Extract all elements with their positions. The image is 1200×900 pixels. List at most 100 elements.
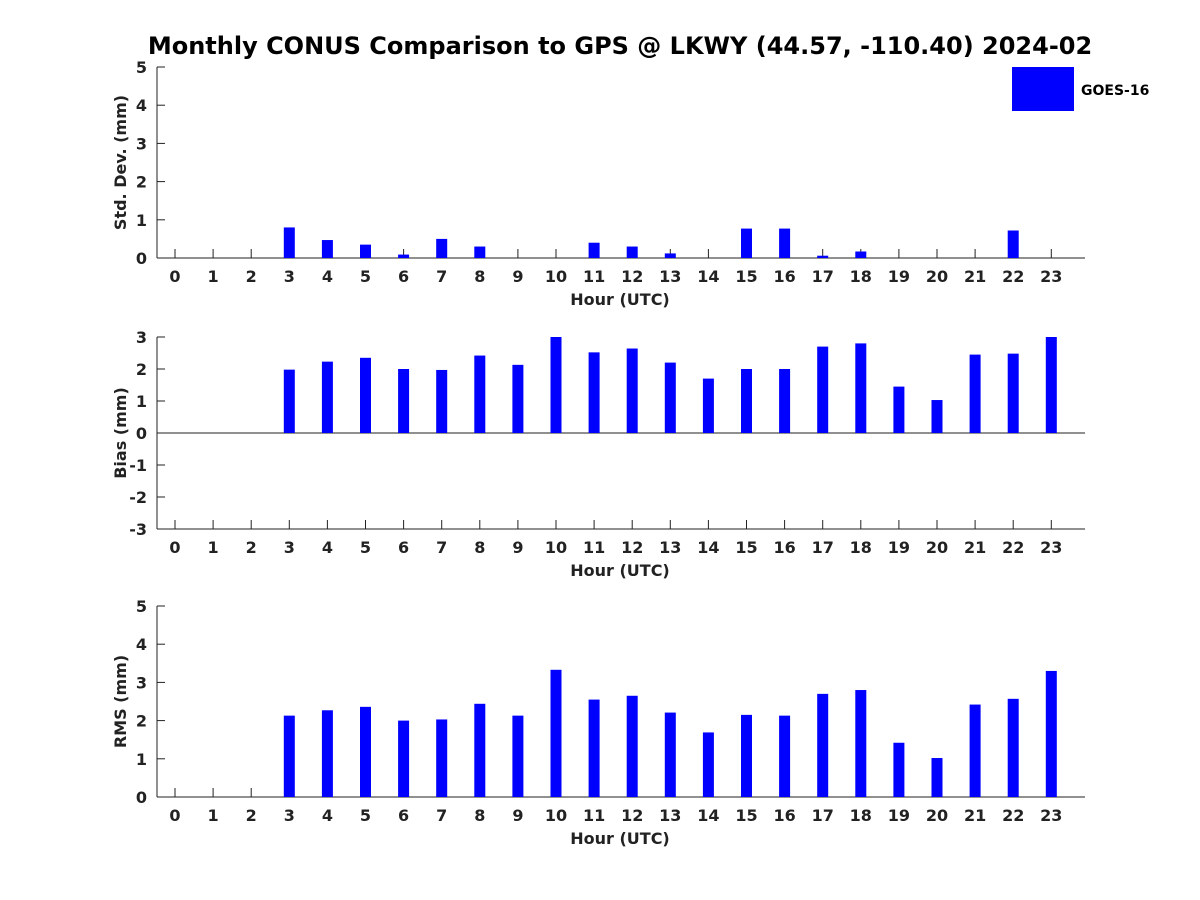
bias-x-axis-label: Hour (UTC) — [570, 561, 670, 580]
std-bar — [664, 253, 676, 258]
rms-bar — [1045, 670, 1057, 797]
std-y-tick-label: 0 — [136, 249, 147, 268]
std-bar — [436, 238, 448, 258]
std-x-tick-label: 22 — [1002, 267, 1024, 286]
bias-bar — [664, 362, 676, 433]
bias-x-tick-label: 18 — [850, 538, 872, 557]
std-x-tick-label: 8 — [474, 267, 485, 286]
bias-bar — [893, 386, 905, 433]
std-x-tick-label: 0 — [169, 267, 180, 286]
bias-bar — [702, 378, 714, 433]
bias-x-tick-label: 22 — [1002, 538, 1024, 557]
bias-bar — [512, 364, 524, 433]
std-x-tick-label: 23 — [1040, 267, 1062, 286]
chart-title: Monthly CONUS Comparison to GPS @ LKWY (… — [148, 32, 1092, 60]
rms-y-tick-label: 2 — [136, 712, 147, 731]
std-x-tick-label: 18 — [850, 267, 872, 286]
rms-bar — [283, 715, 295, 797]
bias-bar — [626, 348, 638, 433]
rms-bar — [817, 693, 829, 797]
rms-bar — [360, 706, 371, 797]
std-x-axis-label: Hour (UTC) — [570, 290, 670, 309]
std-x-tick-label: 10 — [545, 267, 567, 286]
rms-bar — [969, 704, 981, 797]
std-y-axis-label: Std. Dev. (mm) — [111, 95, 130, 230]
bias-bar — [741, 369, 752, 433]
rms-bar — [398, 720, 410, 797]
bias-bar — [283, 369, 295, 433]
rms-bar — [664, 712, 676, 797]
std-x-tick-label: 11 — [583, 267, 605, 286]
std-bar — [588, 242, 600, 258]
std-bar — [779, 228, 791, 258]
rms-bar — [436, 719, 448, 797]
rms-bar — [474, 703, 486, 797]
std-x-tick-label: 21 — [964, 267, 986, 286]
bias-x-tick-label: 9 — [512, 538, 523, 557]
bias-x-tick-label: 16 — [773, 538, 795, 557]
std-y-tick-label: 4 — [136, 96, 147, 115]
bias-y-axis-label: Bias (mm) — [111, 387, 130, 479]
std-y-tick-label: 3 — [136, 134, 147, 153]
bias-y-tick-label: -2 — [129, 488, 147, 507]
rms-bar — [741, 714, 752, 797]
std-x-tick-label: 14 — [697, 267, 719, 286]
bias-x-tick-label: 17 — [812, 538, 834, 557]
rms-bar — [626, 695, 638, 797]
std-bar — [741, 228, 752, 258]
bias-x-tick-label: 23 — [1040, 538, 1062, 557]
rms-x-axis-label: Hour (UTC) — [570, 829, 670, 848]
std-y-tick-label: 2 — [136, 173, 147, 192]
bias-bar — [855, 343, 867, 433]
rms-y-tick-label: 3 — [136, 673, 147, 692]
bias-x-tick-label: 2 — [246, 538, 257, 557]
rms-bar — [779, 715, 791, 797]
bias-x-tick-label: 13 — [659, 538, 681, 557]
rms-x-tick-label: 4 — [322, 806, 333, 825]
bias-x-tick-label: 12 — [621, 538, 643, 557]
std-x-tick-label: 15 — [735, 267, 757, 286]
rms-bar — [702, 732, 714, 797]
std-bar — [283, 227, 295, 258]
rms-x-tick-label: 13 — [659, 806, 681, 825]
rms-bar — [893, 742, 905, 797]
std-x-tick-label: 20 — [926, 267, 948, 286]
rms-bar — [512, 715, 524, 797]
bias-bar — [588, 352, 600, 433]
rms-bar — [550, 669, 562, 797]
bias-x-tick-label: 3 — [284, 538, 295, 557]
rms-x-tick-label: 7 — [436, 806, 447, 825]
rms-x-tick-label: 1 — [208, 806, 219, 825]
std-x-tick-label: 1 — [208, 267, 219, 286]
std-bar — [360, 244, 371, 258]
bias-y-tick-label: 0 — [136, 424, 147, 443]
rms-x-tick-label: 14 — [697, 806, 719, 825]
std-x-tick-label: 13 — [659, 267, 681, 286]
bias-bar — [360, 357, 371, 433]
std-x-tick-label: 16 — [773, 267, 795, 286]
rms-x-tick-label: 5 — [360, 806, 371, 825]
std-x-tick-label: 17 — [812, 267, 834, 286]
rms-y-axis-label: RMS (mm) — [111, 655, 130, 748]
bias-x-tick-label: 4 — [322, 538, 333, 557]
bias-x-tick-label: 14 — [697, 538, 719, 557]
rms-bar — [321, 710, 333, 797]
rms-x-tick-label: 10 — [545, 806, 567, 825]
std-x-tick-label: 3 — [284, 267, 295, 286]
bias-x-tick-label: 20 — [926, 538, 948, 557]
std-x-tick-label: 19 — [888, 267, 910, 286]
bias-x-tick-label: 1 — [208, 538, 219, 557]
rms-bar — [1007, 698, 1019, 797]
bias-x-tick-label: 21 — [964, 538, 986, 557]
std-x-tick-label: 12 — [621, 267, 643, 286]
rms-bar — [931, 758, 943, 797]
bias-x-tick-label: 11 — [583, 538, 605, 557]
std-y-tick-label: 5 — [136, 58, 147, 77]
bias-x-tick-label: 7 — [436, 538, 447, 557]
std-bar — [474, 246, 486, 258]
